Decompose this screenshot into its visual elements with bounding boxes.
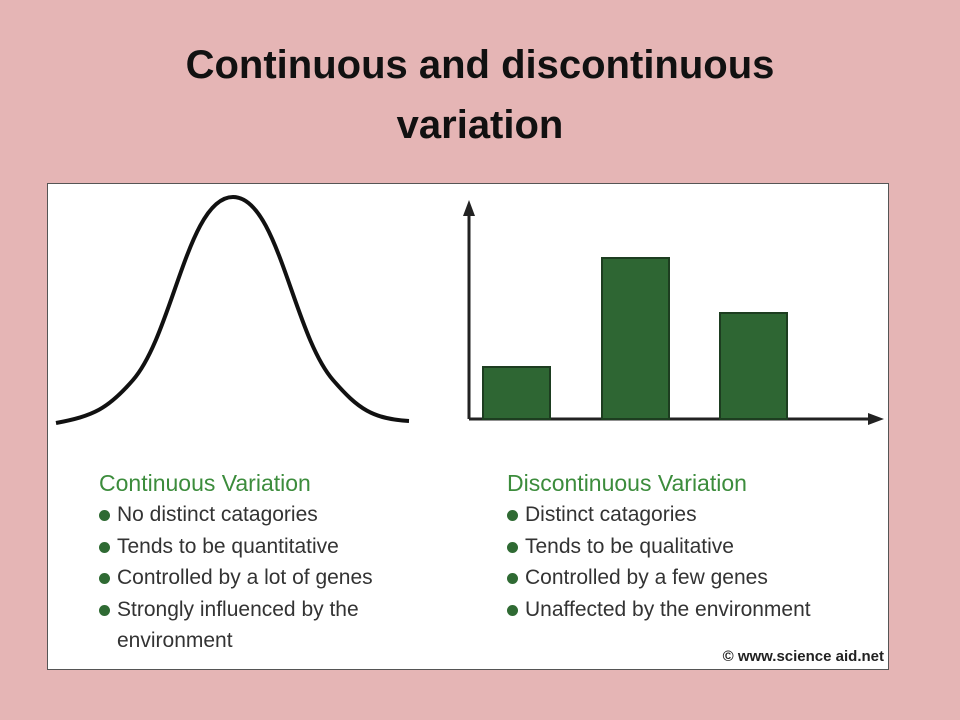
bar bbox=[719, 312, 788, 420]
bar bbox=[601, 257, 670, 420]
arrow bbox=[463, 200, 475, 216]
figure: Continuous Variation No distinct catagor… bbox=[47, 183, 889, 670]
arrow bbox=[868, 413, 884, 425]
list-item: Unaffected by the environment bbox=[505, 594, 888, 626]
credit: © www.science aid.net bbox=[722, 648, 884, 665]
list-item: Tends to be qualitative bbox=[505, 531, 888, 563]
heading: Continuous Variation bbox=[99, 470, 311, 496]
list-item: No distinct catagories bbox=[97, 499, 442, 531]
title: Continuous and discontinuous bbox=[185, 43, 775, 87]
list-item: Tends to be quantitative bbox=[97, 531, 442, 563]
illustration bbox=[55, 194, 884, 425]
list-item: Distinct catagories bbox=[505, 499, 888, 531]
bar bbox=[482, 366, 551, 420]
title: variation bbox=[396, 103, 564, 147]
heading: Discontinuous Variation bbox=[507, 470, 747, 496]
left-column: Continuous Variation No distinct catagor… bbox=[97, 467, 442, 657]
bell-curve bbox=[55, 194, 410, 425]
list: No distinct catagories Tends to be quant… bbox=[97, 499, 442, 657]
list: Distinct catagories Tends to be qualitat… bbox=[505, 499, 888, 625]
list-item: Controlled by a few genes bbox=[505, 562, 888, 594]
list-item: Controlled by a lot of genes bbox=[97, 562, 442, 594]
right-column: Discontinuous Variation Distinct catagor… bbox=[505, 467, 888, 625]
list-item: Strongly influenced by the environment bbox=[97, 594, 442, 657]
